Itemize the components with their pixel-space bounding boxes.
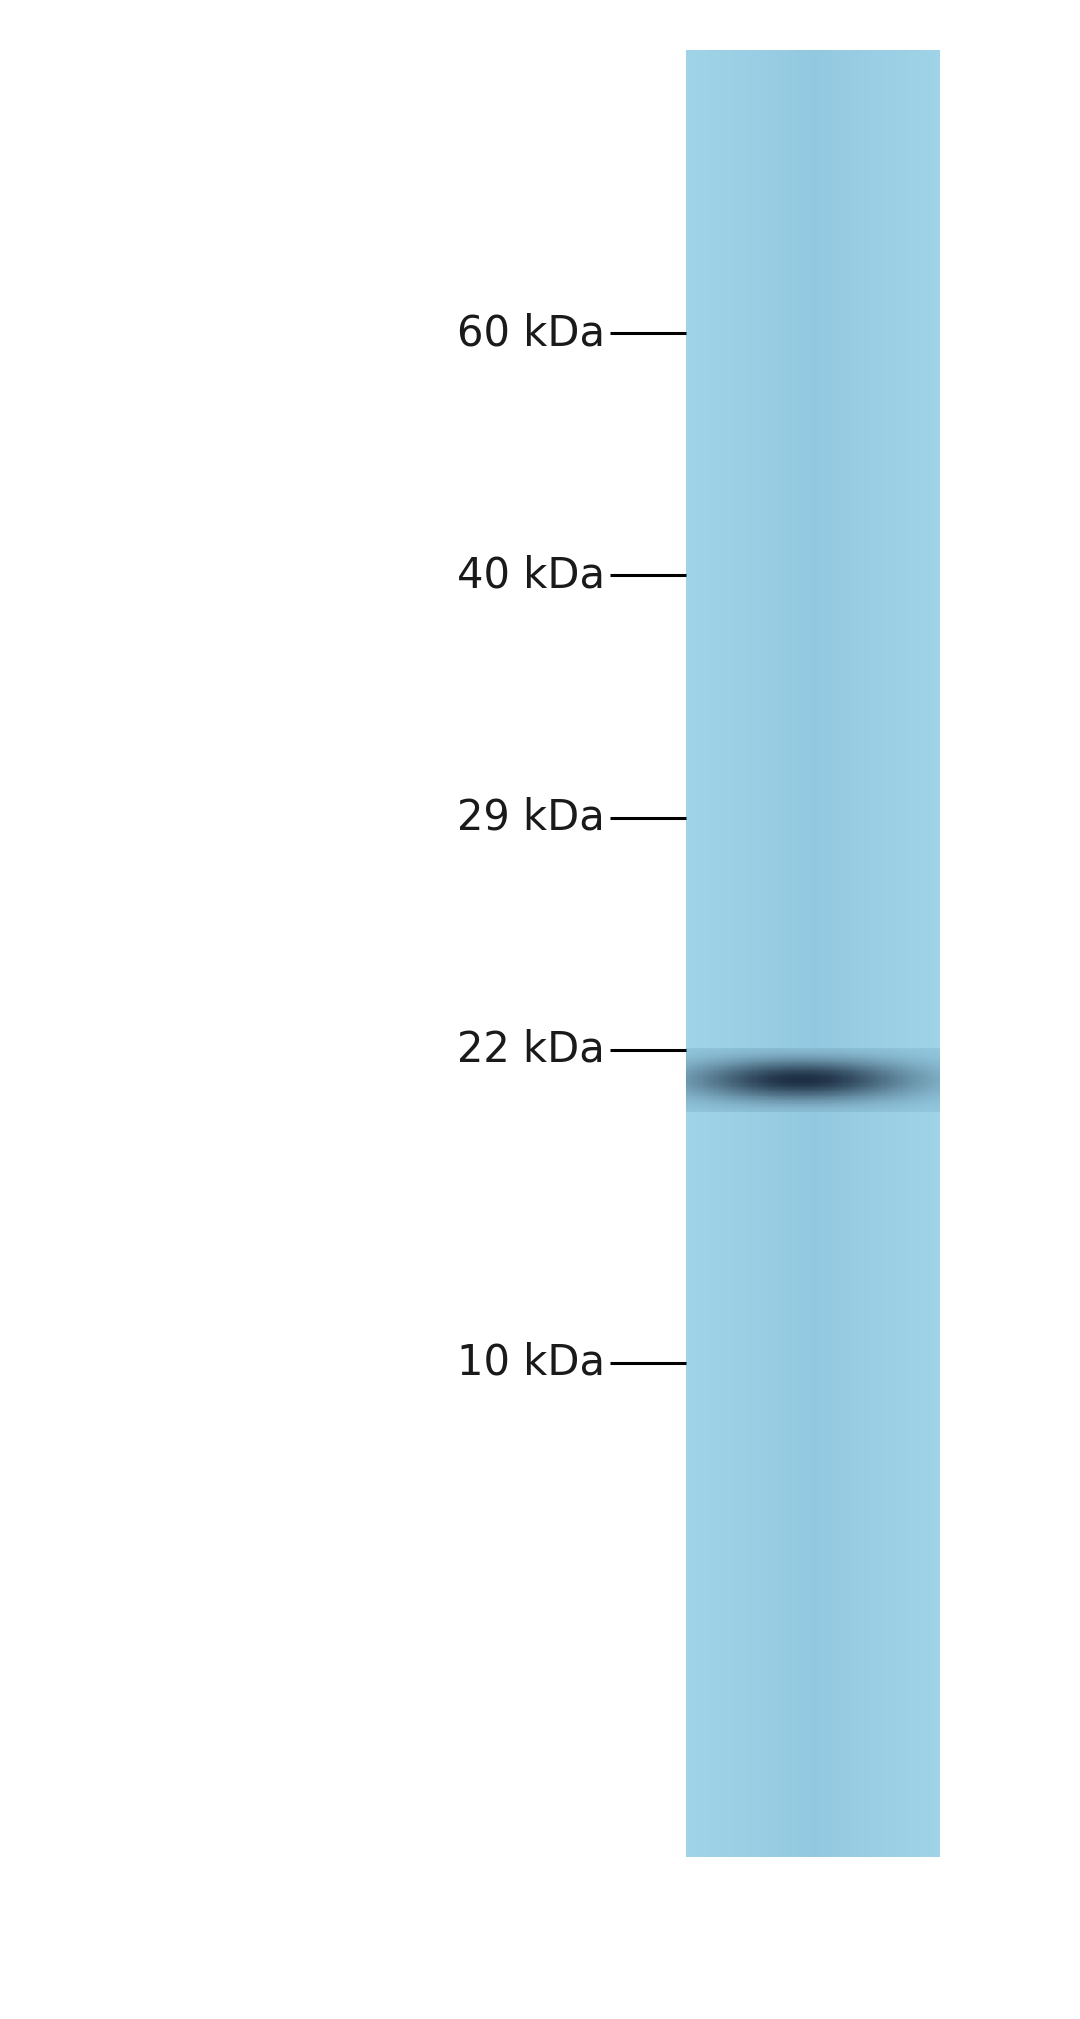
Bar — [686, 50, 689, 1857]
Bar — [759, 50, 762, 1857]
Bar — [804, 50, 807, 1857]
Bar — [797, 50, 800, 1857]
Bar — [912, 50, 914, 1857]
Bar — [815, 50, 819, 1857]
Bar — [746, 50, 750, 1857]
Bar — [835, 50, 838, 1857]
Bar — [819, 50, 822, 1857]
Bar — [689, 50, 692, 1857]
Bar — [740, 50, 743, 1857]
Bar — [914, 50, 917, 1857]
Bar — [825, 50, 828, 1857]
Bar — [702, 50, 705, 1857]
Bar — [933, 50, 936, 1857]
Bar — [756, 50, 759, 1857]
Bar — [784, 50, 787, 1857]
Bar — [936, 50, 940, 1857]
Bar — [774, 50, 778, 1857]
Bar — [905, 50, 908, 1857]
Bar — [864, 50, 866, 1857]
Bar — [861, 50, 864, 1857]
Bar — [810, 50, 813, 1857]
Bar — [794, 50, 797, 1857]
Bar — [832, 50, 835, 1857]
Bar — [730, 50, 733, 1857]
Text: 10 kDa: 10 kDa — [457, 1343, 605, 1383]
Bar — [733, 50, 737, 1857]
Bar — [768, 50, 771, 1857]
Bar — [771, 50, 774, 1857]
Bar — [902, 50, 905, 1857]
Bar — [822, 50, 825, 1857]
Bar — [854, 50, 858, 1857]
Text: 60 kDa: 60 kDa — [457, 313, 605, 353]
Bar — [699, 50, 702, 1857]
Bar — [845, 50, 848, 1857]
Bar — [800, 50, 804, 1857]
Bar — [828, 50, 832, 1857]
Bar — [886, 50, 889, 1857]
Bar — [838, 50, 841, 1857]
Bar — [923, 50, 927, 1857]
Text: 29 kDa: 29 kDa — [457, 798, 605, 838]
Bar — [696, 50, 699, 1857]
Bar — [781, 50, 784, 1857]
Bar — [791, 50, 794, 1857]
Bar — [869, 50, 873, 1857]
Bar — [858, 50, 861, 1857]
Bar — [743, 50, 746, 1857]
Bar — [717, 50, 720, 1857]
Bar — [724, 50, 727, 1857]
Bar — [927, 50, 930, 1857]
Bar — [841, 50, 845, 1857]
Bar — [778, 50, 781, 1857]
Bar — [708, 50, 712, 1857]
Bar — [920, 50, 923, 1857]
Bar — [882, 50, 886, 1857]
Bar — [851, 50, 854, 1857]
Bar — [720, 50, 724, 1857]
Bar — [895, 50, 899, 1857]
Bar — [848, 50, 851, 1857]
Bar — [705, 50, 708, 1857]
Bar — [917, 50, 920, 1857]
Bar — [876, 50, 879, 1857]
Text: 40 kDa: 40 kDa — [457, 555, 605, 596]
Bar — [889, 50, 892, 1857]
Bar — [873, 50, 876, 1857]
Bar — [812, 50, 815, 1857]
Bar — [692, 50, 696, 1857]
Bar — [908, 50, 912, 1857]
Bar — [762, 50, 765, 1857]
Bar — [866, 50, 869, 1857]
Bar — [750, 50, 753, 1857]
Bar — [807, 50, 810, 1857]
Bar — [787, 50, 791, 1857]
Bar — [727, 50, 730, 1857]
Bar — [892, 50, 895, 1857]
Bar — [765, 50, 768, 1857]
Text: 22 kDa: 22 kDa — [457, 1030, 605, 1070]
Bar — [714, 50, 717, 1857]
Bar — [899, 50, 902, 1857]
Bar — [737, 50, 740, 1857]
Bar — [753, 50, 756, 1857]
Bar — [711, 50, 714, 1857]
Bar — [930, 50, 933, 1857]
Bar — [879, 50, 882, 1857]
